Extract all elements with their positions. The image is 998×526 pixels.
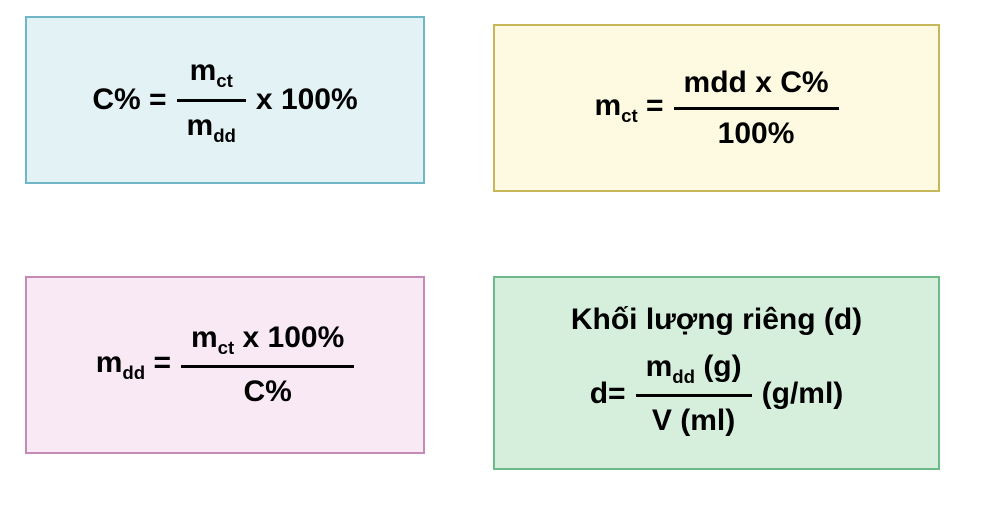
density-title: Khối lượng riêng (d)	[571, 303, 862, 337]
num-sub: ct	[218, 337, 235, 358]
formula-density: d= mdd (g) V (ml) (g/ml)	[590, 345, 844, 443]
lhs-tail: =	[145, 346, 171, 379]
num-tail: x 100%	[234, 321, 344, 354]
lhs-main: m	[96, 346, 123, 379]
lhs-sub: ct	[621, 105, 638, 126]
numerator: mdd (g)	[636, 345, 752, 394]
num-tail: (g)	[695, 350, 742, 383]
numerator: mct x 100%	[181, 316, 354, 365]
formula-c-percent: C% = mct mdd x 100%	[92, 49, 357, 151]
denominator: mdd	[177, 102, 246, 151]
numerator: mdd x C%	[674, 61, 839, 107]
lhs: mct =	[594, 89, 663, 127]
num-main: m	[190, 54, 217, 87]
num-sub: ct	[216, 70, 233, 91]
fraction: mct mdd	[177, 49, 246, 151]
den-main: m	[187, 109, 214, 142]
lhs-tail: =	[638, 89, 664, 122]
formula-box-density: Khối lượng riêng (d) d= mdd (g) V (ml) (…	[493, 276, 940, 470]
num-main: m	[646, 350, 673, 383]
fraction: mct x 100% C%	[181, 316, 354, 414]
denominator: C%	[233, 368, 301, 414]
density-stack: Khối lượng riêng (d) d= mdd (g) V (ml) (…	[495, 303, 938, 443]
lhs: C% =	[92, 83, 166, 117]
denominator: 100%	[708, 110, 805, 156]
formula-m-dd: mdd = mct x 100% C%	[96, 316, 355, 414]
fraction: mdd (g) V (ml)	[636, 345, 752, 443]
num-sub: dd	[672, 366, 695, 387]
num-main: m	[191, 321, 218, 354]
formula-box-m-ct: mct = mdd x C% 100%	[493, 24, 940, 192]
lhs: mdd =	[96, 346, 171, 384]
suffix: x 100%	[256, 83, 358, 117]
den-sub: dd	[213, 125, 236, 146]
formula-box-m-dd: mdd = mct x 100% C%	[25, 276, 425, 454]
numerator: mct	[180, 49, 243, 98]
lhs-main: m	[594, 89, 621, 122]
suffix: (g/ml)	[762, 377, 844, 411]
formula-m-ct: mct = mdd x C% 100%	[594, 61, 838, 156]
denominator: V (ml)	[642, 397, 745, 443]
fraction: mdd x C% 100%	[674, 61, 839, 156]
lhs: d=	[590, 377, 626, 411]
lhs-sub: dd	[122, 362, 145, 383]
formula-box-c-percent: C% = mct mdd x 100%	[25, 16, 425, 184]
